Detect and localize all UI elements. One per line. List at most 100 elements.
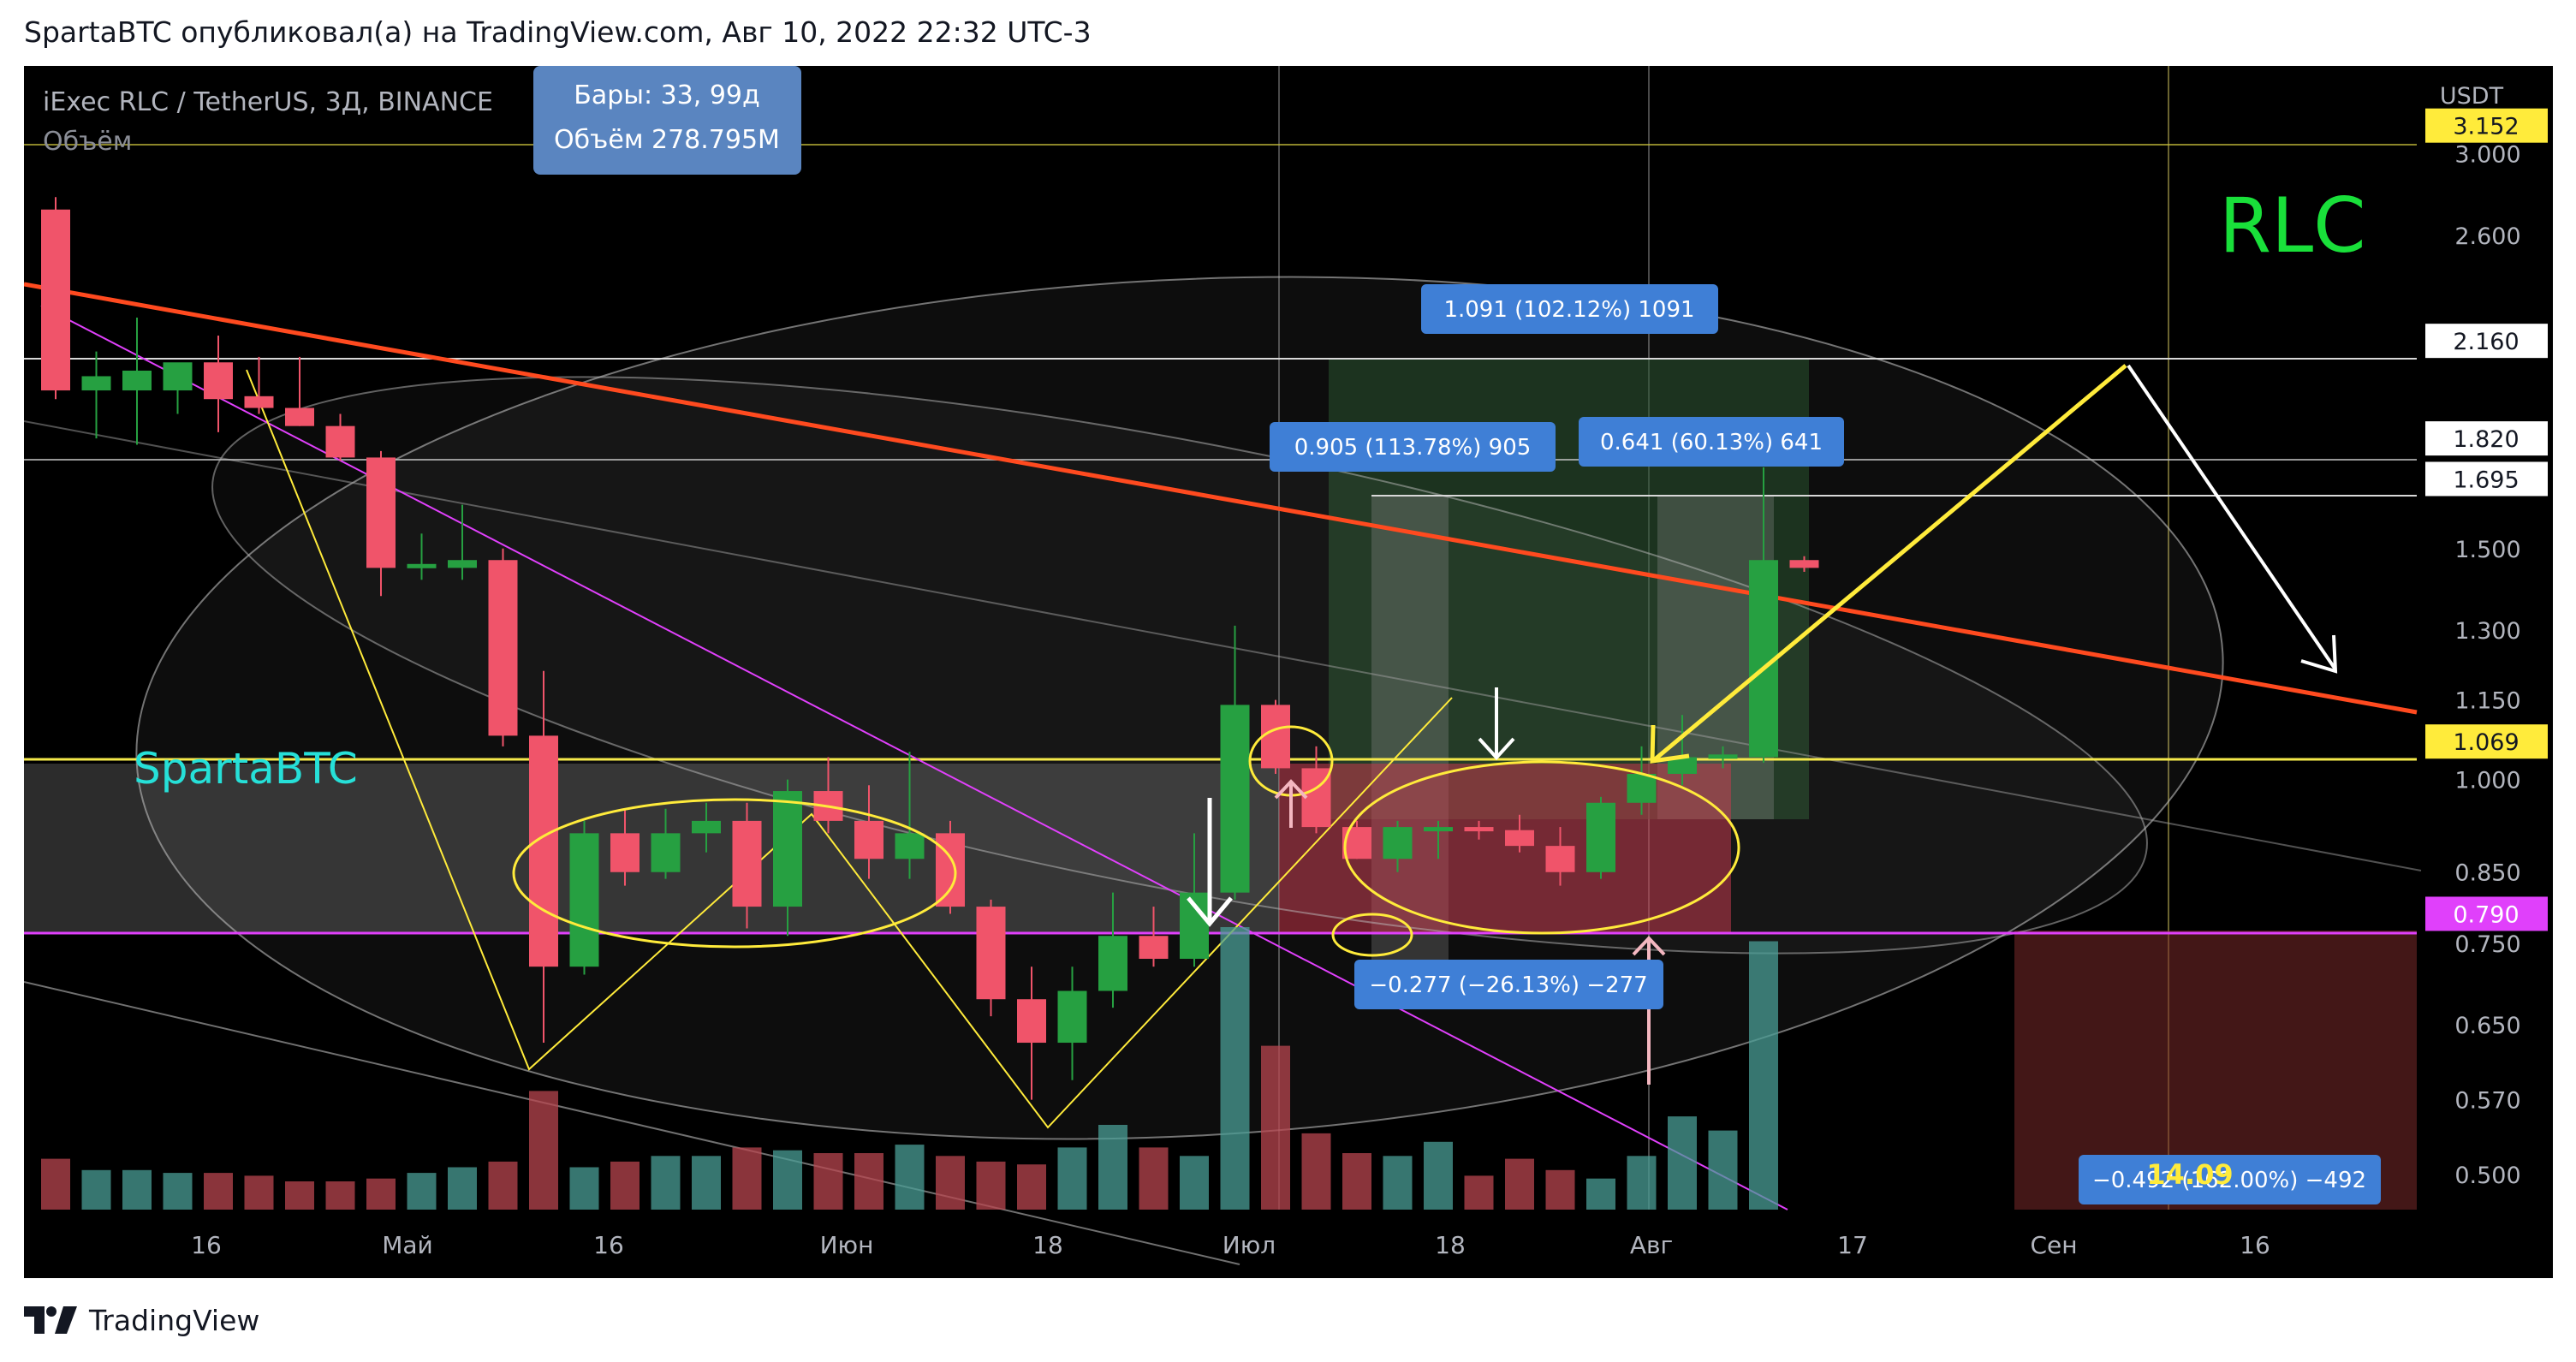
time-tick-label: Авг: [1630, 1231, 1673, 1259]
candle: [1139, 907, 1169, 967]
candle: [81, 351, 111, 439]
volume-bar: [895, 1145, 925, 1210]
candle: [1220, 625, 1250, 900]
volume-bar: [1098, 1125, 1127, 1210]
price-tag-label: 1.820: [2453, 426, 2519, 453]
candle: [1545, 827, 1575, 886]
candle: [732, 802, 762, 929]
volume-legend[interactable]: Объём: [43, 127, 132, 157]
volume-bar: [1545, 1169, 1575, 1210]
candle: [1261, 699, 1290, 774]
measure-label-277: −0.277 (−26.13%) −277: [1354, 960, 1663, 1009]
price-tag-bg: [2425, 724, 2548, 759]
channel-line-mid: [23, 420, 2422, 871]
measure-label-905: 0.905 (113.78%) 905: [1270, 422, 1556, 472]
candle: [41, 197, 70, 400]
volume-bar: [1017, 1164, 1046, 1210]
price-axis[interactable]: USDT 3.000 2.600 2.160 1.820 1.695 1.500 1.300…: [2425, 83, 2548, 1189]
price-tick-label: 0.500: [2454, 1163, 2520, 1189]
volume-bar: [204, 1173, 233, 1210]
volume-bar: [366, 1178, 396, 1210]
candle: [1789, 556, 1819, 572]
candle: [407, 533, 437, 580]
candle: [448, 504, 477, 580]
volume-bar: [81, 1169, 111, 1210]
volume-bar: [122, 1169, 152, 1210]
price-tick-label: 3.000: [2454, 142, 2520, 169]
price-tag-label: 3.152: [2453, 114, 2519, 140]
arrow-up-pink-1: [1274, 779, 1308, 828]
time-tick-label: Сен: [2030, 1231, 2077, 1259]
price-tag-bg: [2425, 324, 2548, 359]
arrow-down-white-2: [1478, 687, 1515, 760]
volume-bar: [1424, 1141, 1453, 1210]
price-chart[interactable]: 1.091 (102.12%) 1091 0.905 (113.78%) 905…: [23, 66, 2553, 1278]
svg-text:0.641 (60.13%) 641: 0.641 (60.13%) 641: [1600, 430, 1823, 455]
arrow-down-white-1: [1187, 798, 1233, 927]
candle: [122, 317, 152, 445]
time-tick-label: 18: [1435, 1231, 1466, 1259]
price-tick-label: 1.150: [2454, 688, 2520, 715]
time-tick-label: 16: [2240, 1231, 2270, 1259]
volume-bar: [244, 1175, 274, 1210]
price-tag-bg: [2425, 896, 2548, 931]
volume-bar: [1261, 1045, 1290, 1210]
candle: [366, 450, 396, 597]
bar-stats-box: Бары: 33, 99д Объём 278.795M: [533, 66, 801, 175]
price-tick-label: 0.750: [2454, 931, 2520, 958]
volume-bar: [610, 1161, 640, 1210]
price-tag-bg: [2425, 108, 2548, 143]
time-tick-label: Май: [382, 1231, 433, 1259]
candle: [244, 356, 274, 414]
volume-bar: [1586, 1178, 1615, 1210]
volume-bar: [407, 1173, 437, 1210]
price-tick-label: 1.300: [2454, 618, 2520, 645]
candle: [976, 899, 1006, 1017]
marker-ellipse-bottom: [1331, 913, 1413, 957]
volume-bar: [813, 1153, 843, 1210]
candle: [854, 785, 883, 879]
volume-bar: [1749, 941, 1778, 1210]
time-tick-label: Июн: [820, 1231, 874, 1259]
time-tick-label: Июл: [1223, 1231, 1276, 1259]
price-tick-label: 0.570: [2454, 1088, 2520, 1115]
currency-label: USDT: [2440, 83, 2504, 110]
time-tick-label: 16: [593, 1231, 624, 1259]
volume-bar: [1342, 1153, 1371, 1210]
candle: [1627, 746, 1657, 815]
candle: [204, 336, 233, 432]
volume-bar: [936, 1156, 965, 1210]
trendline-resistance: [23, 282, 2418, 715]
candle: [773, 779, 802, 937]
svg-text:−0.277 (−26.13%) −277: −0.277 (−26.13%) −277: [1369, 972, 1647, 998]
candle: [1098, 892, 1127, 1008]
price-tag-bg: [2425, 421, 2548, 456]
candle: [488, 548, 518, 746]
time-axis[interactable]: 16 Май 16 Июн 18 Июл 18 Авг 17 Сен 16: [191, 1231, 2270, 1259]
volume-bar: [41, 1158, 70, 1210]
svg-text:Бары: 33, 99д: Бары: 33, 99д: [574, 80, 760, 110]
volume-bar: [692, 1156, 721, 1210]
candle: [610, 808, 640, 886]
measure-label-1091: 1.091 (102.12%) 1091: [1421, 284, 1718, 334]
candle: [1057, 966, 1087, 1080]
price-tick-label: 0.850: [2454, 860, 2520, 887]
volume-bars: [41, 927, 1778, 1210]
candle: [651, 808, 681, 879]
volume-bar: [1505, 1158, 1534, 1210]
candle: [895, 752, 925, 879]
price-tag-label: 1.695: [2453, 467, 2519, 493]
author-watermark: SpartaBTC: [134, 744, 358, 794]
chart-panel[interactable]: 1.091 (102.12%) 1091 0.905 (113.78%) 905…: [23, 66, 2553, 1278]
volume-bar: [163, 1173, 193, 1210]
tradingview-logo-icon: [24, 1306, 77, 1334]
candle: [1464, 820, 1494, 840]
symbol-legend[interactable]: iExec RLC / TetherUS, 3Д, BINANCE: [43, 87, 493, 117]
price-tag-label: 1.069: [2453, 729, 2519, 756]
candle: [1017, 966, 1046, 1100]
candle: [1424, 820, 1453, 859]
volume-bar: [773, 1150, 802, 1210]
price-tick-label: 1.500: [2454, 537, 2520, 563]
measure-label-492: −0.492 (162.00%) −492 14.09: [2079, 1155, 2381, 1204]
candle: [692, 802, 721, 853]
